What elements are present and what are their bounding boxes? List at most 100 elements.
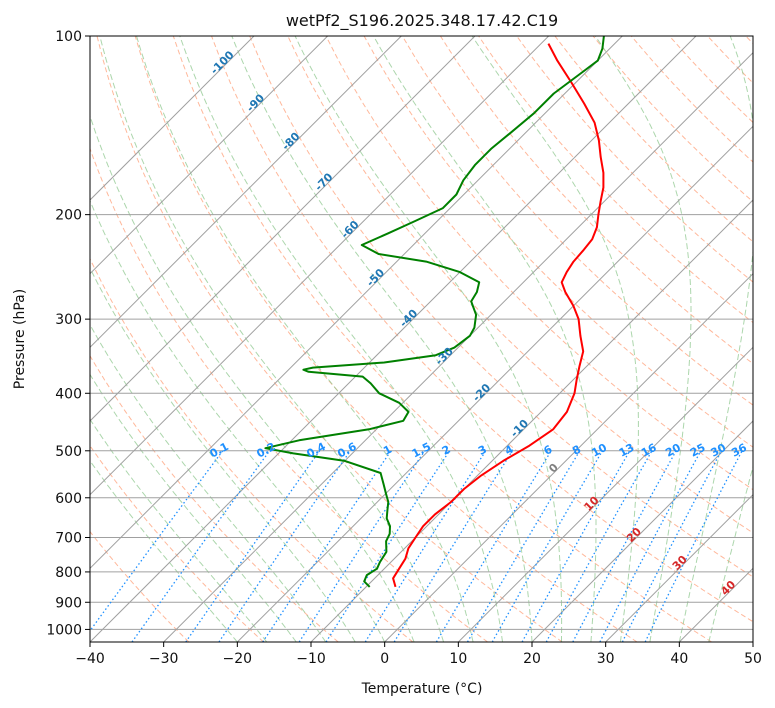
x-tick-label: −10 (296, 651, 326, 667)
dry-adiabat (172, 36, 712, 642)
dry-adiabat (134, 36, 638, 642)
isotherm (605, 493, 753, 642)
isotherm (90, 36, 697, 642)
chart-title: wetPf2_S196.2025.348.17.42.C19 (286, 11, 558, 31)
curve-labels: 0.1 0.2 0.4 0.6 1 1.5 2 3 4 6 8 10 13 16 20 25 30 36-100-… (208, 48, 750, 598)
moist-adiabat (90, 373, 297, 642)
dry-adiabat (90, 147, 488, 642)
y-tick-label: 900 (55, 595, 82, 611)
dry-adiabat (516, 36, 753, 283)
mixing-ratio-line (298, 450, 426, 642)
dry-adiabat (90, 354, 339, 642)
plot-frame (89, 35, 754, 643)
isotherm (678, 567, 753, 642)
moist-adiabat (231, 36, 533, 642)
dry-adiabat-label: -40 (397, 307, 420, 330)
dry-adiabat-label: -90 (244, 91, 267, 114)
moist-adiabat (373, 36, 597, 642)
y-tick-label: 200 (55, 208, 82, 224)
mixing-ratio-label: 3 (476, 443, 489, 458)
y-axis-label: Pressure (hPa) (12, 289, 28, 389)
moist-adiabat (90, 266, 356, 642)
dewpoint-profile-line (264, 36, 605, 588)
dry-adiabat (90, 444, 264, 642)
mixing-ratio-label: 20 (663, 441, 683, 460)
moist-adiabat (136, 36, 474, 642)
isotherm (90, 36, 402, 349)
moist-adiabat (90, 418, 268, 642)
y-tick-label: 600 (55, 491, 82, 507)
mixing-ratio-label: 25 (688, 441, 708, 460)
dry-adiabat-label: -60 (338, 218, 361, 241)
x-axis-label: Temperature (°C) (361, 681, 483, 697)
moist-adiabat (90, 323, 327, 642)
mixing-ratio-line (644, 450, 743, 642)
mixing-ratio-label: 0.1 (208, 440, 231, 461)
dry-adiabat-label: -50 (364, 266, 387, 289)
y-tick-label: 800 (55, 565, 82, 581)
isotherm (90, 36, 255, 201)
mixing-ratio-line (185, 450, 321, 642)
mixing-ratio-line (466, 450, 581, 642)
moist-adiabat (294, 36, 563, 642)
dry-adiabat (325, 36, 753, 491)
moist-adiabat (678, 36, 753, 642)
x-tick-label: −20 (223, 651, 253, 667)
moist-adiabat-label: 30 (670, 553, 690, 573)
dry-adiabat (96, 36, 563, 642)
dry-adiabat-label: -20 (470, 381, 493, 404)
moist-adiabat (708, 464, 753, 642)
moist-adiabat-label: 20 (624, 525, 644, 545)
dry-adiabat (745, 36, 753, 45)
x-tick-label: 30 (597, 651, 615, 667)
dry-adiabat-label: -10 (508, 417, 531, 440)
dry-adiabat (211, 36, 753, 623)
dry-adiabat-label: -80 (279, 130, 302, 153)
y-tick-label: 100 (55, 29, 82, 45)
dry-adiabat (401, 36, 753, 406)
dry-adiabat (363, 36, 753, 448)
moist-adiabat (90, 199, 386, 642)
isotherm (90, 36, 476, 422)
dry-adiabat (439, 36, 753, 365)
dry-adiabat (592, 36, 753, 203)
isotherm (236, 125, 753, 642)
y-tick-label: 400 (55, 386, 82, 402)
dry-adiabat (478, 36, 753, 324)
mixing-ratio-label: 36 (729, 441, 749, 460)
mixing-ratio-line (572, 450, 677, 642)
mixing-ratio-line (599, 450, 702, 642)
isotherm (457, 346, 753, 642)
mixing-ratio-line (90, 450, 224, 632)
dry-adiabat (669, 36, 753, 124)
y-tick-label: 1000 (46, 622, 82, 638)
isotherm (90, 36, 329, 275)
y-tick-label: 300 (55, 312, 82, 328)
mixing-ratio-line (262, 450, 392, 642)
temperature-profile-line (392, 43, 605, 588)
mixing-ratio-line (325, 450, 451, 642)
moist-adiabat (99, 36, 445, 642)
moist-adiabat-label: 10 (582, 493, 602, 513)
mixing-ratio-label: 0.6 (335, 440, 359, 461)
y-tick-label: 500 (55, 444, 82, 460)
mixing-ratio-label: 6 (542, 443, 555, 458)
moist-adiabat (90, 459, 238, 642)
mixing-ratio-line (435, 450, 552, 642)
y-axis: 100 200 300 400 500 600 700 800 900 1000 (46, 29, 90, 638)
moist-adiabat (179, 36, 503, 642)
x-tick-label: 40 (670, 651, 688, 667)
mixing-ratio-label: 10 (589, 441, 609, 460)
dry-adiabat-label: -70 (312, 170, 335, 193)
isotherm (90, 36, 550, 496)
mixing-ratio-line (218, 450, 351, 642)
data-series (264, 36, 605, 588)
mixing-ratio-line (521, 450, 631, 642)
dry-adiabat (90, 530, 190, 642)
mixing-ratio-line (545, 450, 653, 642)
dry-adiabat (249, 36, 753, 578)
x-tick-label: 0 (380, 651, 389, 667)
moist-adiabat (471, 36, 639, 642)
background-lines (90, 36, 753, 642)
